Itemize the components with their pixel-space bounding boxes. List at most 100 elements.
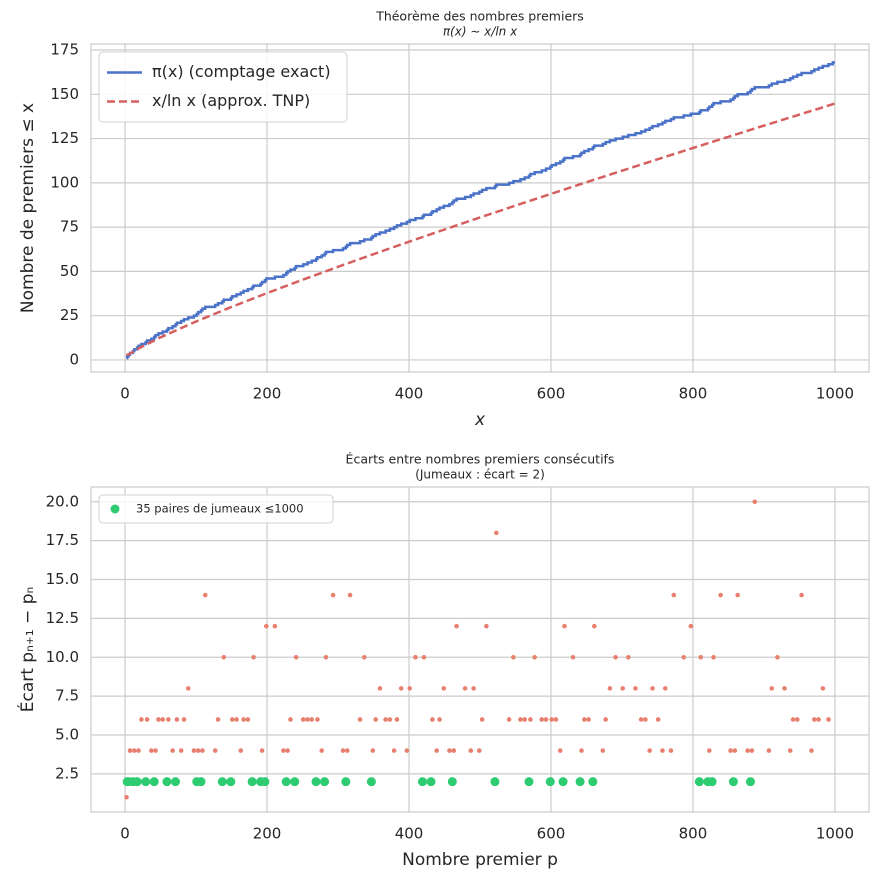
scatter-point <box>694 777 704 787</box>
scatter-point <box>613 654 618 660</box>
series-line <box>126 102 836 357</box>
scatter-point <box>826 717 831 722</box>
scatter-point <box>728 777 738 787</box>
y-tick-label: 7.5 <box>55 687 79 705</box>
scatter-point <box>418 777 428 787</box>
y-tick-label: 5.0 <box>55 726 79 744</box>
scatter-point <box>545 777 555 787</box>
scatter-point <box>144 717 150 722</box>
scatter-point <box>711 654 716 660</box>
scatter-point <box>787 748 793 753</box>
plot-frame <box>90 43 870 373</box>
y-tick-label: 125 <box>50 129 79 147</box>
scatter-point <box>633 686 638 691</box>
scatter-point <box>766 748 772 753</box>
scatter-point <box>782 686 787 691</box>
scatter-point <box>373 717 378 722</box>
scatter-point <box>241 717 246 722</box>
x-tick-label: 0 <box>120 385 130 403</box>
scatter-point <box>816 717 821 722</box>
scatter-point <box>178 748 184 753</box>
scatter-point <box>344 748 350 753</box>
scatter-point <box>643 717 648 722</box>
scatter-point <box>391 748 397 753</box>
scatter-point <box>790 717 796 722</box>
scatter-point <box>238 748 244 753</box>
scatter-point <box>212 748 218 753</box>
scatter-point <box>522 717 528 722</box>
scatter-point <box>149 777 159 787</box>
scatter-point <box>484 623 489 629</box>
x-tick-label: 600 <box>537 825 566 843</box>
y-tick-label: 150 <box>50 85 79 103</box>
scatter-point <box>603 717 608 722</box>
scatter-point <box>361 654 367 660</box>
x-tick-label: 0 <box>120 825 130 843</box>
y-axis-label: Écart pₙ₊₁ − pₙ <box>16 587 38 713</box>
scatter-point <box>660 748 665 753</box>
scatter-point <box>347 592 353 598</box>
scatter-point <box>383 717 388 722</box>
scatter-point <box>745 777 755 787</box>
legend-label: x/ln x (approx. TNP) <box>152 91 310 110</box>
scatter-point <box>447 748 452 753</box>
scatter-point <box>539 717 545 722</box>
scatter-point <box>370 748 376 753</box>
scatter-point <box>558 777 568 787</box>
x-tick-label: 800 <box>679 385 708 403</box>
x-tick-label: 800 <box>679 825 708 843</box>
x-axis-label: Nombre premier p <box>402 850 558 870</box>
scatter-point <box>166 717 171 722</box>
legend-label: 35 paires de jumeaux ≤1000 <box>136 502 304 516</box>
y-tick-label: 20.0 <box>46 492 79 510</box>
scatter-point <box>181 717 187 722</box>
scatter-point <box>398 686 404 691</box>
scatter-point <box>524 777 534 787</box>
scatter-point <box>650 686 655 691</box>
scatter-point <box>141 777 151 787</box>
x-tick-label: 600 <box>537 385 566 403</box>
scatter-point <box>462 686 468 691</box>
x-tick-label: 1000 <box>816 825 854 843</box>
scatter-point <box>281 777 291 787</box>
scatter-point <box>745 748 750 753</box>
chart-subtitle: π(x) ∼ x/ln x <box>443 25 518 39</box>
scatter-point <box>293 654 299 660</box>
scatter-point <box>447 777 457 787</box>
scatter-point <box>260 777 270 787</box>
legend-label: π(x) (comptage exact) <box>152 62 331 81</box>
chart-title: Écarts entre nombres premiers consécutif… <box>346 452 615 467</box>
scatter-point <box>195 748 201 753</box>
scatter-point <box>600 748 606 753</box>
scatter-point <box>305 717 310 722</box>
y-tick-label: 175 <box>50 41 79 59</box>
scatter-point <box>549 717 554 722</box>
x-tick-label: 400 <box>395 385 424 403</box>
scatter-point <box>127 748 133 753</box>
y-tick-label: 17.5 <box>46 531 79 549</box>
scatter-point <box>795 717 800 722</box>
scatter-point <box>315 717 320 722</box>
scatter-point <box>288 717 293 722</box>
scatter-point <box>494 530 499 536</box>
y-tick-label: 0 <box>69 350 79 368</box>
scatter-point <box>468 748 474 753</box>
scatter-point <box>136 748 141 753</box>
scatter-point <box>662 686 668 691</box>
scatter-point <box>706 748 712 753</box>
scatter-point <box>434 748 439 753</box>
scatter-point <box>323 654 329 660</box>
scatter-point <box>341 777 351 787</box>
scatter-point <box>591 623 597 629</box>
scatter-point <box>799 592 804 598</box>
legend-swatch <box>110 504 120 514</box>
scatter-point <box>718 592 723 598</box>
scatter-point <box>426 777 436 787</box>
scatter-point <box>215 717 221 722</box>
scatter-point <box>532 654 537 660</box>
y-tick-label: 75 <box>60 218 79 236</box>
scatter-point <box>407 686 413 691</box>
scatter-point <box>749 748 755 753</box>
scatter-point <box>575 777 585 787</box>
x-tick-label: 1000 <box>816 385 854 403</box>
